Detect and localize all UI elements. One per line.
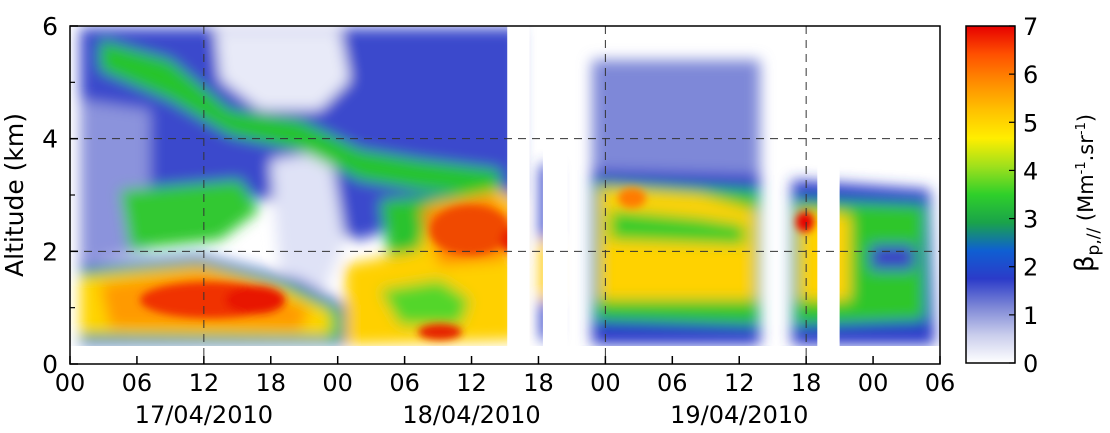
elevated-layer-green: [380, 280, 470, 325]
y-tick-label: 6: [42, 12, 58, 41]
x-tick-label: 00: [55, 369, 86, 397]
white-upper-patch: [215, 30, 350, 110]
date-label: 17/04/2010: [135, 401, 273, 429]
red-spot-right: [796, 212, 814, 232]
x-tick-label: 00: [590, 369, 621, 397]
surface-blank: [70, 346, 940, 364]
x-tick-label: 06: [122, 369, 153, 397]
colorbar-gradient: [965, 25, 1016, 364]
x-tick-label: 00: [322, 369, 353, 397]
x-tick-label: 12: [456, 369, 487, 397]
colorbar: 0 1 2 3 4 5 6 7: [965, 13, 1038, 378]
y-axis: 0 2 4 6: [42, 12, 78, 379]
x-tick-label: 12: [189, 369, 220, 397]
day3-green-inner: [610, 210, 745, 245]
data-gap-1: [542, 26, 568, 364]
red-spot-low: [418, 324, 462, 340]
y-tick-label: 4: [42, 125, 58, 154]
white-mid-patch: [270, 150, 345, 300]
date-label: 19/04/2010: [670, 401, 808, 429]
orange-spot-day3: [618, 188, 646, 208]
y-axis-label: Altitude (km): [0, 113, 29, 277]
colorbar-tick-label: 7: [1023, 13, 1038, 41]
grid-lines: [70, 26, 940, 364]
heatmap-hot-spots: [140, 188, 814, 340]
data-gaps: [507, 26, 840, 364]
data-gap-0: [507, 26, 530, 364]
x-tick-label: 12: [724, 369, 755, 397]
heatmap-field: [70, 26, 940, 364]
green-upper-band: [100, 40, 500, 195]
colorbar-tick-label: 1: [1023, 302, 1038, 330]
date-label: 18/04/2010: [402, 401, 540, 429]
x-tick-label: 00: [858, 369, 889, 397]
colorbar-tick-label: 4: [1023, 157, 1038, 185]
x-tick-label: 18: [255, 369, 286, 397]
colorbar-tick-label: 6: [1023, 61, 1038, 89]
y-tick-label: 2: [42, 237, 58, 266]
x-tick-label: 18: [523, 369, 554, 397]
colorbar-tick-label: 2: [1023, 254, 1038, 282]
colorbar-tick-label: 5: [1023, 109, 1038, 137]
x-tick-label: 06: [925, 369, 956, 397]
colorbar-tick-label: 3: [1023, 206, 1038, 234]
red-spot-day2: [430, 205, 510, 255]
x-axis: 00 06 12 18 00 06 12 18 00 06 12 18 00 06 17/04/2010 18…: [55, 356, 956, 429]
red-spot-day1b: [225, 286, 285, 314]
x-tick-label: 06: [657, 369, 688, 397]
x-tick-label: 18: [791, 369, 822, 397]
y-tick-label: 0: [42, 350, 58, 379]
green-mid-band: [120, 180, 260, 250]
right-blue-pocket: [870, 245, 915, 270]
x-tick-label: 06: [389, 369, 420, 397]
colorbar-label: βp,// (Mm-1.sr-1): [1070, 114, 1104, 272]
colorbar-tick-label: 0: [1023, 350, 1038, 378]
day3-blue-upper: [592, 60, 760, 180]
data-gap-2: [817, 26, 840, 364]
